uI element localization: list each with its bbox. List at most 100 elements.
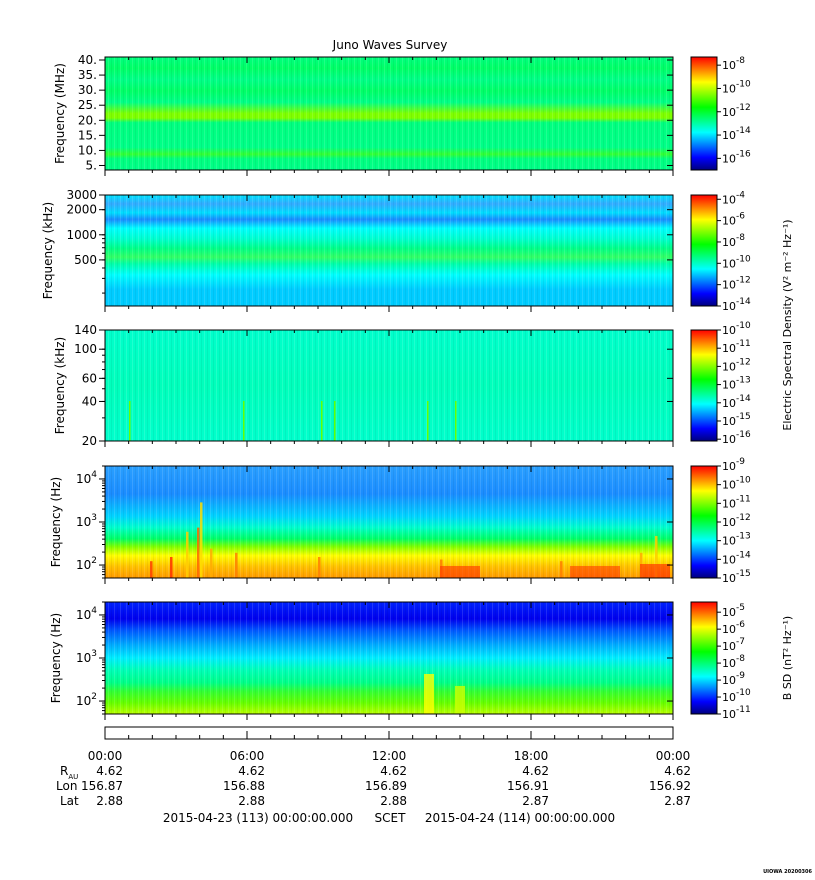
ephemeris-value: 4.62 [238,764,265,778]
ephemeris-value: 156.87 [81,779,123,793]
colorbar-tick-label: 10-10 [722,321,751,337]
end-time-text: 2015-04-24 (114) 00:00:00.000 [425,811,615,825]
colorbar-tick-label: 10-11 [722,339,751,355]
spike-1 [243,401,245,441]
colorbar-tick-label: 10-5 [722,603,745,619]
ylabel-4: Frequency (Hz) [49,477,63,568]
ephemeris-value: 4.62 [664,764,691,778]
burst-11 [655,536,658,578]
time-axis-ticks [104,731,674,739]
ephemeris-value: 2.87 [664,794,691,808]
time-label-3: 18:00 [514,749,549,763]
ephemeris-value: 2.87 [522,794,549,808]
ytick-label: 2000 [66,203,97,217]
ephemeris-value: 4.62 [96,764,123,778]
ytick-label: 30. [78,83,97,97]
ytick-label: 25. [78,98,97,112]
colorbar-tick-label: 10-14 [722,394,751,410]
colorbar-scale-4 [691,466,717,578]
burst-9 [560,561,563,578]
colorbar-tick-label: 10-13 [722,376,751,392]
burst-5 [210,548,213,578]
colorbar-tick-label: 10-12 [722,357,751,373]
ytick-label: 140 [74,323,97,337]
ephemeris-value: 156.91 [507,779,549,793]
ytick-label: 1000 [66,228,97,242]
ylabel-3: Frequency (kHz) [53,337,67,434]
colorbar-tick-label: 10-8 [722,56,745,72]
ytick-label: 35. [78,68,97,82]
ephemeris-value: 2.88 [238,794,265,808]
colorbar-tick-label: 10-10 [722,476,751,492]
ephemeris-value: 156.92 [649,779,691,793]
ytick-label: 103 [76,513,97,529]
ytick-label: 3000 [66,188,97,202]
colorbar-tick-label: 10-13 [722,532,751,548]
row-label-r: RAU [60,764,78,781]
colorbar-tick-label: 10-14 [722,297,751,313]
burst-6 [235,552,238,578]
ephemeris-value: 156.89 [365,779,407,793]
colorbar-tick-label: 10-12 [722,103,751,119]
ylabel-2: Frequency (kHz) [41,202,55,299]
burst-3 [197,527,200,578]
colorbar-tick-label: 10-12 [722,276,751,292]
time-axis: 00:00 06:00 12:00 18:00 00:00 RAU Lon La… [56,726,691,825]
scet-text: SCET [375,811,407,825]
time-label-0: 00:00 [88,749,123,763]
colorbar-scale-1 [691,57,717,170]
colorbar-label-magnetic: B SD (nT² Hz⁻¹) [781,616,794,700]
ytick-label: 40 [82,394,97,408]
burst-4 [200,502,203,578]
spectrogram-texture-5 [105,602,673,714]
burst-0 [150,561,153,578]
ephemeris-value: 2.88 [96,794,123,808]
colorbar-tick-label: 10-10 [722,688,751,704]
colorbar-tick-label: 10-4 [722,190,745,206]
colorbar-scale-3 [691,330,717,441]
ytick-label: 100 [74,342,97,356]
ytick-label: 102 [76,556,97,572]
colorbar-4: 10-9 10-10 10-11 10-12 10-13 10-14 10-15 [690,457,751,585]
burst-a [424,674,434,714]
time-label-4: 00:00 [656,749,691,763]
colorbar-tick-label: 10-14 [722,126,751,142]
colorbar-3: 10-10 10-11 10-12 10-13 10-14 10-15 10-16 [690,321,751,446]
panel-1: 5.10.15.20.25.30.35.40. Frequency (MHz) 10… [53,53,751,176]
ytick-label: 40. [78,53,97,67]
ephemeris-value: 4.62 [522,764,549,778]
colorbar-tick-label: 10-6 [722,212,745,228]
red-patch-2 [570,566,620,578]
colorbar-tick-label: 10-11 [722,705,751,721]
colorbar-label-electric: Electric Spectral Density (V² m⁻² Hz⁻¹) [781,219,794,430]
colorbar-tick-label: 10-7 [722,637,745,653]
colorbar-tick-label: 10-14 [722,550,751,566]
time-label-2: 12:00 [372,749,407,763]
row-label-lon: Lon [56,779,77,793]
ytick-label: 10. [78,143,97,157]
spectrogram-texture-1 [105,57,673,170]
ytick-label: 103 [76,649,97,665]
time-label-1: 06:00 [230,749,265,763]
ephemeris-value: 156.88 [223,779,265,793]
colorbar-2: 10-4 10-6 10-8 10-10 10-12 10-14 [690,190,751,313]
ytick-label: 20. [78,113,97,127]
ytick-label: 102 [76,692,97,708]
ylabel-1: Frequency (MHz) [53,63,67,164]
colorbar-tick-label: 10-9 [722,671,745,687]
spike-0 [129,401,131,441]
red-patch-1 [440,566,480,578]
burst-b [455,686,465,714]
ytick-label: 15. [78,128,97,142]
spike-3 [334,401,336,441]
spectrogram-panels: 5.10.15.20.25.30.35.40. Frequency (MHz) 10… [41,53,751,721]
ytick-label: 20 [82,434,97,448]
spectrogram-texture-3 [105,330,673,441]
colorbar-tick-label: 10-10 [722,79,751,95]
colorbar-tick-label: 10-8 [722,654,745,670]
